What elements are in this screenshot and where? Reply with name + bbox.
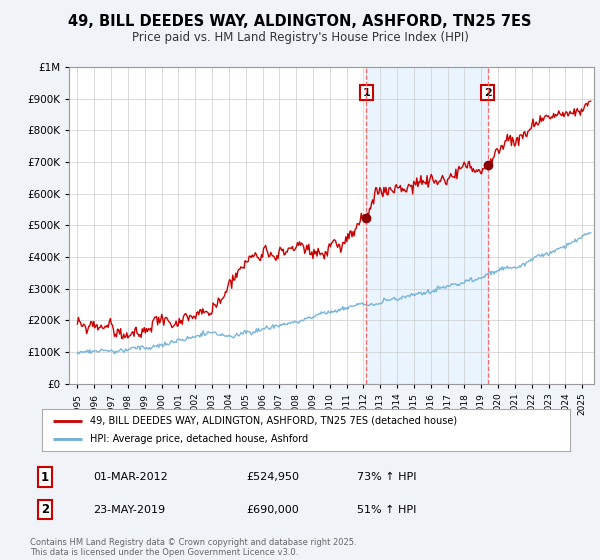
Text: 51% ↑ HPI: 51% ↑ HPI: [357, 505, 416, 515]
Text: 73% ↑ HPI: 73% ↑ HPI: [357, 472, 416, 482]
Text: Price paid vs. HM Land Registry's House Price Index (HPI): Price paid vs. HM Land Registry's House …: [131, 31, 469, 44]
Text: Contains HM Land Registry data © Crown copyright and database right 2025.
This d: Contains HM Land Registry data © Crown c…: [30, 538, 356, 557]
Text: 49, BILL DEEDES WAY, ALDINGTON, ASHFORD, TN25 7ES: 49, BILL DEEDES WAY, ALDINGTON, ASHFORD,…: [68, 14, 532, 29]
Text: 1: 1: [41, 470, 49, 484]
Bar: [367, 67, 488, 384]
Text: 01-MAR-2012: 01-MAR-2012: [93, 472, 168, 482]
Text: 1: 1: [362, 87, 370, 97]
Text: 2: 2: [41, 503, 49, 516]
Text: HPI: Average price, detached house, Ashford: HPI: Average price, detached house, Ashf…: [89, 434, 308, 444]
Text: 2: 2: [484, 87, 491, 97]
Text: £690,000: £690,000: [246, 505, 299, 515]
Text: 49, BILL DEEDES WAY, ALDINGTON, ASHFORD, TN25 7ES (detached house): 49, BILL DEEDES WAY, ALDINGTON, ASHFORD,…: [89, 416, 457, 426]
Text: £524,950: £524,950: [246, 472, 299, 482]
Text: 23-MAY-2019: 23-MAY-2019: [93, 505, 165, 515]
